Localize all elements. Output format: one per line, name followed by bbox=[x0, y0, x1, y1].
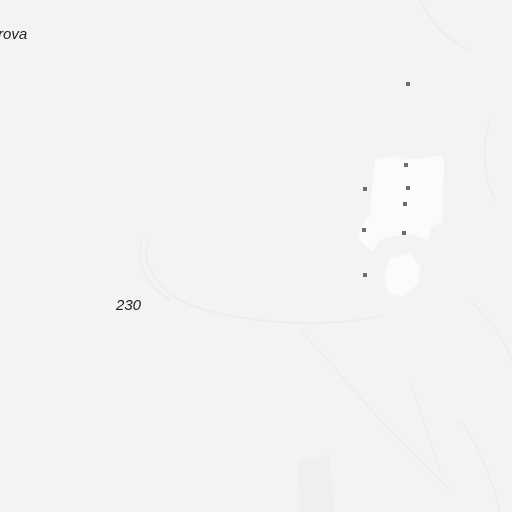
contour-line bbox=[469, 299, 512, 361]
poi-marker[interactable] bbox=[363, 187, 367, 191]
place-name-label: rova bbox=[0, 26, 28, 43]
poi-marker[interactable] bbox=[363, 273, 367, 277]
contour-line bbox=[483, 119, 496, 201]
poi-marker[interactable] bbox=[406, 186, 410, 190]
builtup-area bbox=[384, 254, 420, 296]
poi-marker[interactable] bbox=[406, 82, 410, 86]
poi-marker[interactable] bbox=[404, 163, 408, 167]
builtup-area bbox=[358, 156, 444, 252]
poi-marker[interactable] bbox=[402, 231, 406, 235]
track-strip bbox=[298, 455, 334, 512]
contour-line bbox=[299, 329, 451, 491]
contour-line bbox=[459, 419, 501, 512]
poi-marker[interactable] bbox=[403, 202, 407, 206]
contour-line bbox=[139, 239, 171, 301]
contour-line bbox=[145, 237, 381, 324]
contour-line bbox=[419, 0, 471, 51]
contour-line bbox=[409, 379, 441, 471]
poi-marker[interactable] bbox=[362, 228, 366, 232]
elevation-label: 230 bbox=[116, 297, 142, 314]
